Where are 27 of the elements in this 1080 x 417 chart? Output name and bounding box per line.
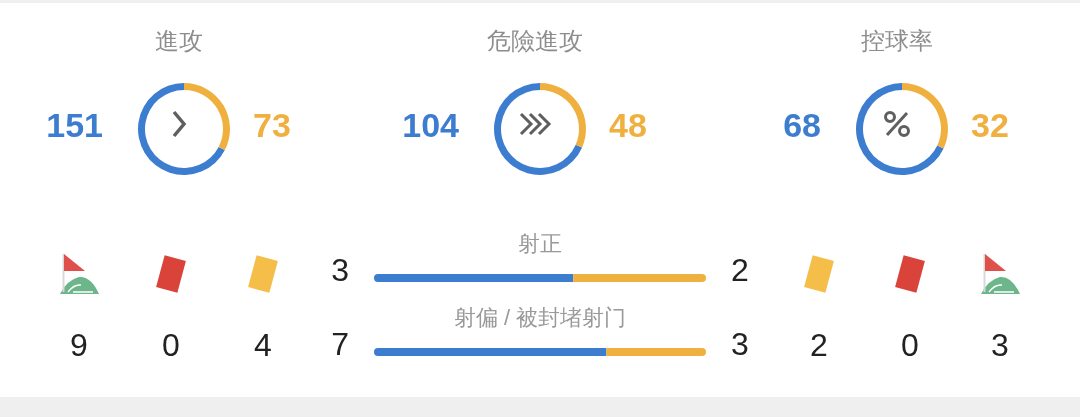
data-label: 3 [731,326,749,362]
y-tick-label: 射正 [518,231,562,257]
data-label: 3 [331,252,349,288]
donut-slice [902,83,948,149]
data-label: 0 [162,327,180,363]
data-label: 48 [609,106,647,144]
donut-slice [540,83,586,148]
data-label: 3 [991,327,1009,363]
data-label: 9 [70,327,88,363]
chart-title: 進攻 [155,26,203,56]
data-label: 73 [253,106,291,144]
donut-slice [494,83,583,175]
chart-title: 危險進攻 [487,26,583,56]
data-label: 104 [402,106,460,144]
donut-slice [856,83,944,175]
data-label: 7 [331,326,349,362]
donut-slice [138,83,225,175]
data-label: 4 [254,327,272,363]
data-label: 0 [901,327,919,363]
data-label: 2 [731,252,749,288]
data-label: 32 [971,106,1009,144]
data-label: 151 [46,106,103,144]
data-label: 2 [810,327,828,363]
data-label: 68 [783,106,821,144]
donut-slice [184,83,230,151]
y-tick-label: 射偏 / 被封堵射门 [453,305,627,331]
chart-title: 控球率 [861,26,933,56]
